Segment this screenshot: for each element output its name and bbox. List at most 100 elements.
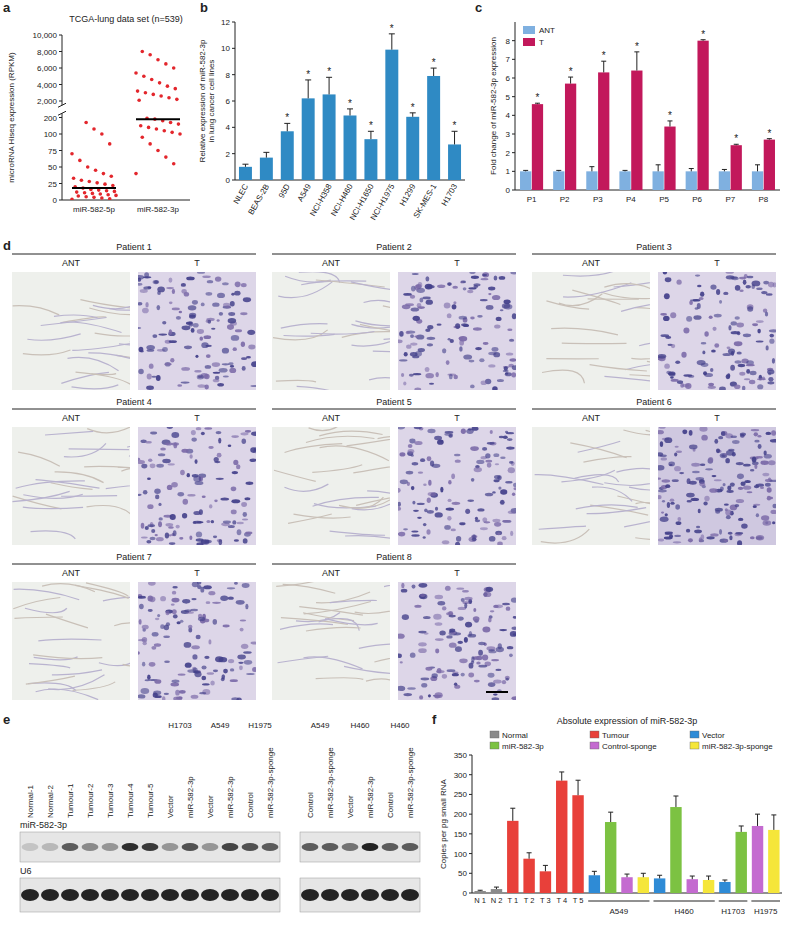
y-tick-label: 0 <box>463 889 468 898</box>
stained-cell <box>697 285 701 287</box>
stained-cell <box>500 309 504 311</box>
stained-cell <box>660 313 667 316</box>
dot <box>158 81 162 85</box>
stained-cell <box>442 674 447 679</box>
tissue-fibre <box>364 300 390 314</box>
stained-cell <box>731 435 737 438</box>
stained-cell <box>505 372 512 376</box>
stained-cell <box>513 633 516 636</box>
stained-cell <box>216 478 224 480</box>
x-tick-label: T 4 <box>556 896 567 905</box>
stained-cell <box>231 486 237 491</box>
stained-cell <box>189 314 196 318</box>
dot <box>86 165 90 169</box>
stained-cell <box>682 430 687 435</box>
stained-cell <box>745 285 751 288</box>
ihc-image-ant <box>532 427 650 545</box>
stained-cell <box>197 272 205 274</box>
stained-cell <box>512 627 516 630</box>
stained-cell <box>468 428 472 430</box>
stained-cell <box>728 532 733 535</box>
stained-cell <box>468 360 474 363</box>
stained-cell <box>209 504 212 508</box>
stained-cell <box>208 446 213 449</box>
image-label: T <box>454 413 460 423</box>
stained-cell <box>693 315 701 320</box>
dot <box>70 198 74 200</box>
band <box>362 843 379 851</box>
bar <box>553 171 564 190</box>
stained-cell <box>675 446 679 448</box>
stained-cell <box>752 457 757 463</box>
dot <box>147 126 151 130</box>
stained-cell <box>699 297 704 300</box>
tissue-fibre <box>84 466 130 469</box>
stained-cell <box>658 430 664 434</box>
dot <box>87 180 91 184</box>
y-tick-label: 5 <box>506 93 511 102</box>
stained-cell <box>455 459 461 462</box>
stained-cell <box>157 614 160 617</box>
stained-cell <box>464 637 468 643</box>
stained-cell <box>223 669 228 674</box>
stained-cell <box>145 526 149 530</box>
stained-cell <box>502 536 507 540</box>
stained-cell <box>513 483 516 487</box>
stained-cell <box>141 523 145 529</box>
stained-cell <box>143 490 148 494</box>
dot <box>164 62 168 66</box>
group-label: H460 <box>390 721 410 730</box>
stained-cell <box>737 540 742 545</box>
patient-title: Patient 7 <box>116 552 152 562</box>
stained-cell <box>687 500 692 503</box>
stained-cell <box>662 500 665 502</box>
dot <box>142 74 146 78</box>
stained-cell <box>493 694 498 696</box>
stained-cell <box>435 507 438 511</box>
y-label: Fold change of miR-582-3p expression <box>489 37 498 175</box>
x-tick-label: BEAS-2B <box>246 183 271 217</box>
legend-swatch <box>523 26 535 34</box>
tissue-fibre <box>378 436 390 440</box>
stained-cell <box>169 542 176 545</box>
image-bg <box>658 427 776 545</box>
band <box>301 889 319 901</box>
stained-cell <box>458 616 464 620</box>
figure: aTCGA-lung data set (n=539)microRNA Hise… <box>0 0 788 944</box>
stained-cell <box>502 680 506 684</box>
stained-cell <box>747 491 753 493</box>
group-label: H460 <box>350 721 370 730</box>
stained-cell <box>464 603 467 609</box>
stained-cell <box>201 432 205 435</box>
stained-cell <box>439 631 445 636</box>
stained-cell <box>511 598 516 603</box>
image-bg <box>398 582 516 700</box>
error-bar <box>523 170 528 172</box>
error-bar <box>601 61 606 72</box>
stained-cell <box>406 331 410 334</box>
stained-cell <box>398 427 405 429</box>
stained-cell <box>502 520 511 523</box>
stained-cell <box>166 611 170 615</box>
stained-cell <box>488 673 495 678</box>
bar <box>520 171 531 190</box>
tissue-fibre <box>313 497 379 506</box>
band <box>42 843 59 851</box>
y-axis <box>62 35 63 105</box>
stained-cell <box>456 588 464 590</box>
tissue-fibre <box>574 475 618 482</box>
bar <box>664 127 675 190</box>
stained-cell <box>202 683 210 685</box>
patient-title: Patient 5 <box>376 397 412 407</box>
group-bracket <box>588 901 649 902</box>
stained-cell <box>704 373 713 377</box>
stained-cell <box>500 489 507 495</box>
bar <box>686 171 697 190</box>
y-tick-label: 150 <box>454 830 468 839</box>
dot <box>100 196 104 200</box>
stained-cell <box>675 361 680 364</box>
stained-cell <box>398 507 401 511</box>
tissue-fibre <box>68 357 119 370</box>
stained-cell <box>659 427 666 429</box>
bar <box>764 140 775 190</box>
